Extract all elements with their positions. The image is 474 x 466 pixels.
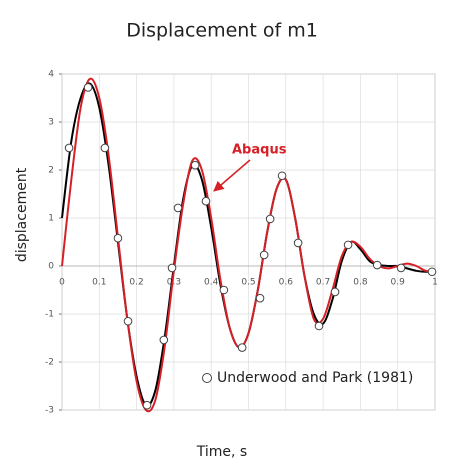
y-tick-label: -2 bbox=[45, 358, 54, 368]
x-tick-label: 0 bbox=[59, 278, 65, 288]
line bbox=[61, 77, 436, 413]
point bbox=[343, 240, 353, 250]
plot-area bbox=[61, 77, 437, 413]
point bbox=[113, 233, 123, 243]
x-tick-label: 0.1 bbox=[92, 278, 106, 288]
point bbox=[167, 263, 177, 273]
point bbox=[372, 260, 382, 270]
x-tick-label: 0.7 bbox=[316, 278, 330, 288]
point bbox=[190, 160, 200, 170]
annotation-arrow bbox=[213, 159, 251, 192]
point bbox=[219, 285, 229, 295]
point bbox=[159, 335, 169, 345]
x-tick-label: 0.6 bbox=[279, 278, 294, 288]
y-tick-label: 4 bbox=[48, 70, 54, 80]
x-tick-label: 0.5 bbox=[241, 278, 255, 288]
point bbox=[293, 238, 303, 248]
grid: -3 -2 -1 0 1 2 3 4 0 0.1 0.2 0.3 0.4 0.5 0.6 0.7 0.8 0.9 1 bbox=[45, 70, 438, 416]
point bbox=[259, 250, 269, 260]
point bbox=[314, 321, 324, 331]
point bbox=[265, 214, 275, 224]
annotation: Abaqus bbox=[232, 143, 287, 158]
x-tick-label: 0.4 bbox=[204, 278, 219, 288]
y-tick-label: 3 bbox=[48, 118, 54, 128]
x-tick-label: 0.2 bbox=[129, 278, 143, 288]
y-tick-label: 0 bbox=[48, 262, 54, 272]
point bbox=[427, 267, 437, 277]
chart-title: Displacement of m1 bbox=[126, 20, 318, 42]
x-tick-label: 0.8 bbox=[353, 278, 368, 288]
point bbox=[142, 400, 152, 410]
x-tick-label: 1 bbox=[432, 278, 438, 288]
point bbox=[255, 293, 265, 303]
x-tick-label: 0.9 bbox=[391, 278, 406, 288]
x-axis-label: Time, s bbox=[196, 444, 247, 460]
x-tick-label: 0.3 bbox=[167, 278, 181, 288]
point bbox=[64, 143, 74, 153]
point bbox=[173, 203, 183, 213]
point bbox=[201, 196, 211, 206]
point bbox=[330, 287, 340, 297]
point bbox=[237, 343, 247, 352]
point bbox=[83, 83, 93, 92]
y-tick-label: 2 bbox=[48, 166, 54, 176]
point bbox=[396, 263, 406, 273]
y-tick-label: -1 bbox=[45, 310, 54, 320]
point bbox=[100, 143, 110, 153]
legend-marker bbox=[202, 373, 212, 383]
legend-label: Underwood and Park (1981) bbox=[217, 370, 413, 386]
point bbox=[123, 316, 133, 326]
y-axis-label: displacement bbox=[14, 167, 30, 262]
y-tick-label: -3 bbox=[45, 406, 54, 416]
y-tick-label: 1 bbox=[48, 214, 54, 224]
point bbox=[277, 171, 287, 181]
